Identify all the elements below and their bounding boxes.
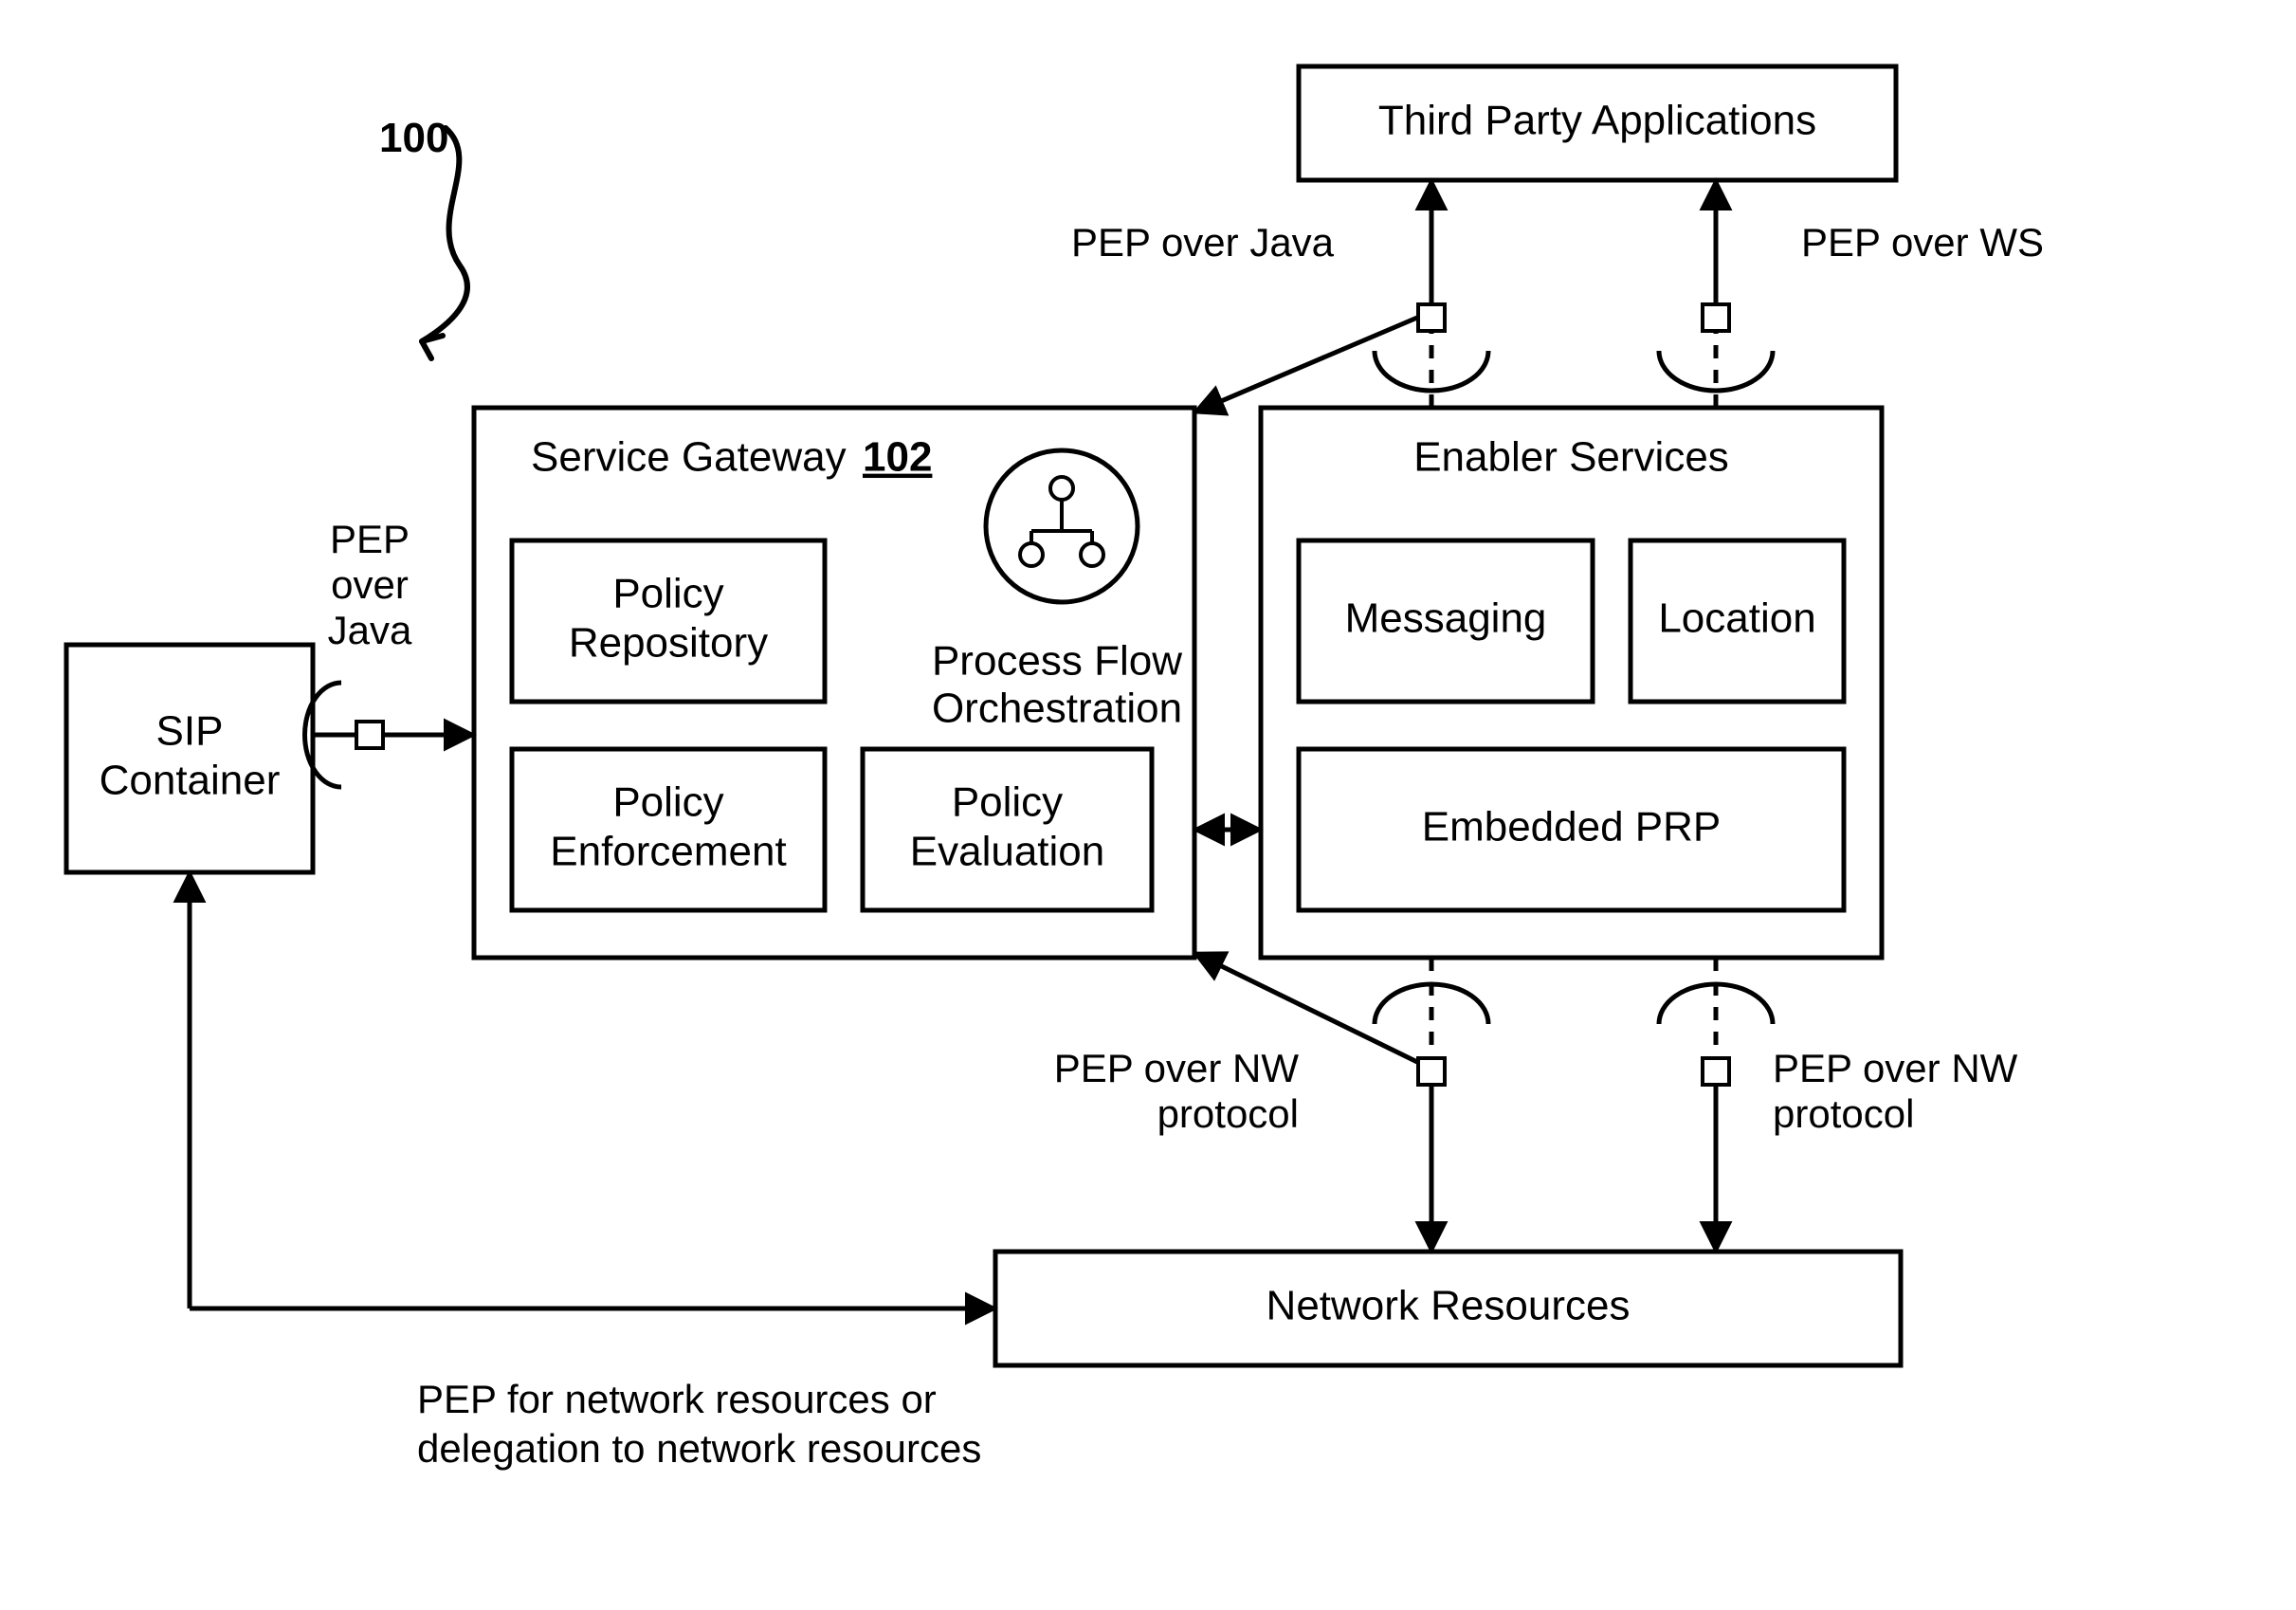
svg-text:PEP over NW: PEP over NW	[1054, 1046, 1300, 1090]
svg-text:PEP over WS: PEP over WS	[1801, 220, 2044, 265]
svg-text:Policy: Policy	[612, 779, 723, 826]
svg-text:100: 100	[379, 115, 448, 161]
svg-text:PEP: PEP	[330, 517, 410, 561]
svg-text:delegation to network resource: delegation to network resources	[417, 1426, 981, 1471]
svg-text:Third Party Applications: Third Party Applications	[1378, 98, 1816, 144]
svg-text:Location: Location	[1658, 595, 1815, 642]
svg-text:over: over	[331, 562, 409, 607]
svg-text:Java: Java	[328, 608, 412, 652]
svg-text:PEP for network resources or: PEP for network resources or	[417, 1377, 937, 1421]
svg-text:Network Resources: Network Resources	[1266, 1283, 1631, 1329]
svg-text:Embedded PRP: Embedded PRP	[1422, 804, 1722, 851]
svg-text:Container: Container	[100, 758, 281, 804]
svg-text:Messaging: Messaging	[1345, 595, 1547, 642]
svg-text:protocol: protocol	[1773, 1091, 1914, 1136]
svg-text:Service Gateway: Service Gateway	[531, 434, 847, 481]
svg-text:102: 102	[863, 434, 932, 481]
svg-text:SIP: SIP	[156, 708, 224, 755]
svg-text:Policy: Policy	[612, 571, 723, 617]
svg-text:protocol: protocol	[1157, 1091, 1299, 1136]
svg-text:PEP over NW: PEP over NW	[1773, 1046, 2018, 1090]
svg-text:Repository: Repository	[569, 620, 768, 667]
svg-text:PEP over Java: PEP over Java	[1071, 220, 1335, 265]
svg-text:Enforcement: Enforcement	[550, 829, 786, 875]
svg-text:Orchestration: Orchestration	[932, 686, 1182, 732]
svg-text:Enabler Services: Enabler Services	[1413, 434, 1729, 481]
svg-text:Process Flow: Process Flow	[932, 638, 1182, 685]
architecture-diagram: 100 Third Party Applications SIPContainer S…	[0, 0, 2296, 1610]
svg-text:Policy: Policy	[952, 779, 1063, 826]
svg-text:Evaluation: Evaluation	[910, 829, 1104, 875]
